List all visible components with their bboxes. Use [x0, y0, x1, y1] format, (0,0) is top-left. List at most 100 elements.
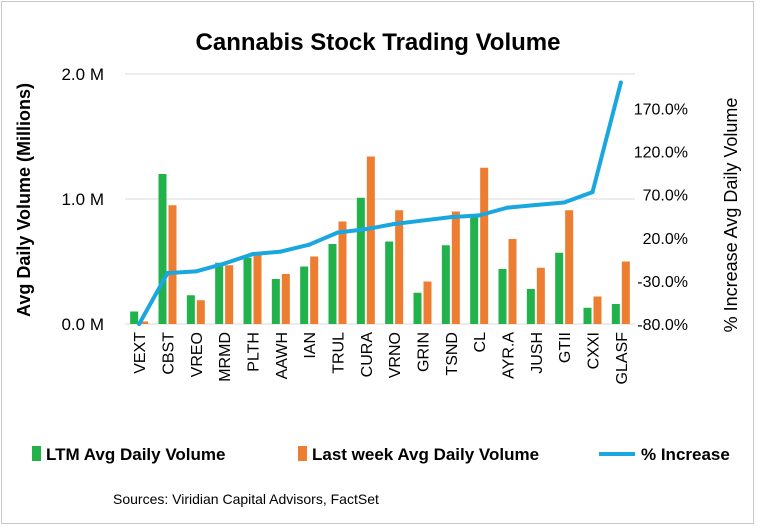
increase-point [392, 222, 397, 226]
legend-label: LTM Avg Daily Volume [46, 445, 225, 464]
bar-last-week [253, 254, 262, 324]
increase-point [222, 261, 227, 266]
right-tick-label: 120.0% [634, 145, 688, 162]
category-label: IAN [302, 332, 319, 359]
bar-ltm [243, 257, 252, 324]
bar-last-week [310, 256, 319, 324]
legend: LTM Avg Daily Volume Last week Avg Daily … [32, 445, 730, 464]
bar-last-week [168, 205, 177, 324]
right-tick-label: 170.0% [634, 101, 688, 118]
bar-ltm [158, 174, 167, 324]
legend-swatch [298, 446, 307, 461]
bar-ltm [555, 252, 564, 324]
category-label: TRUL [331, 332, 348, 374]
increase-point [448, 215, 453, 220]
bar-ltm [526, 289, 535, 324]
category-label: GTII [557, 332, 574, 363]
bar-last-week [395, 210, 404, 324]
bar-last-week [565, 210, 574, 324]
bar-ltm [271, 279, 280, 324]
increase-point [363, 227, 368, 232]
left-tick-label: 0.0 M [61, 315, 104, 334]
category-label: AAWH [274, 332, 291, 379]
x-axis-ticks: VEXT CBST VREO MRMD PLTH AAWH IAN TRUL CURA VRNO G… [132, 332, 631, 385]
increase-point [505, 205, 510, 210]
bar-ltm [328, 244, 337, 324]
category-label: JUSH [529, 332, 546, 374]
bar-last-week [366, 156, 375, 324]
chart-title: Cannabis Stock Trading Volume [196, 29, 561, 56]
bar-ltm [583, 307, 592, 324]
left-tick-label: 2.0 M [61, 65, 104, 84]
increase-point [533, 203, 538, 208]
bar-last-week [536, 267, 545, 324]
increase-point [562, 200, 567, 205]
right-tick-label: -80.0% [637, 317, 688, 334]
category-label: MRMD [217, 332, 234, 382]
category-label: PLTH [246, 332, 263, 372]
bar-ltm [441, 245, 450, 324]
bar-ltm [413, 292, 422, 324]
legend-label: % Increase [641, 445, 730, 464]
category-label: VEXT [132, 332, 149, 374]
increase-point [590, 190, 595, 195]
left-tick-label: 1.0 M [61, 190, 104, 209]
bar-ltm [611, 304, 620, 324]
right-axis-ticks: -80.0% -30.0% 20.0% 70.0% 120.0% 170.0% [634, 101, 688, 334]
bars [130, 156, 630, 324]
bar-last-week [451, 211, 460, 324]
source-note: Sources: Viridian Capital Advisors, Fact… [113, 491, 379, 507]
increase-line [137, 80, 623, 326]
bar-last-week [480, 167, 489, 324]
category-label: AYR.A [501, 332, 518, 379]
category-label: CXXI [586, 332, 603, 369]
bar-ltm [186, 295, 195, 324]
category-label: CURA [359, 332, 376, 378]
bar-last-week [423, 281, 432, 324]
bar-last-week [196, 300, 205, 324]
gridlines [125, 73, 635, 325]
bar-last-week [508, 239, 517, 324]
right-tick-label: -30.0% [637, 274, 688, 291]
increase-point [307, 242, 312, 247]
category-label: GLASF [614, 332, 631, 385]
category-label: GRIN [416, 332, 433, 372]
increase-point [278, 249, 283, 254]
y-axis-label: Avg Daily Volume (Millions) [14, 83, 34, 317]
bar-last-week [140, 321, 149, 324]
bar-ltm [498, 269, 507, 324]
increase-point [165, 271, 170, 276]
legend-item: % Increase [599, 445, 730, 464]
bar-last-week [593, 296, 602, 324]
left-axis-ticks: 0.0 M 1.0 M 2.0 M [61, 65, 104, 334]
increase-point [335, 230, 340, 235]
increase-point [250, 252, 255, 257]
bar-last-week [621, 261, 630, 324]
y2-axis-label: % Increase Avg Daily Volume [721, 98, 741, 333]
increase-point [137, 322, 142, 326]
bar-ltm [356, 197, 365, 324]
legend-item: Last week Avg Daily Volume [298, 445, 539, 464]
right-tick-label: 20.0% [643, 231, 688, 248]
increase-point [618, 80, 623, 85]
bar-ltm [300, 266, 309, 324]
bar-ltm [130, 311, 139, 324]
legend-item: LTM Avg Daily Volume [32, 445, 225, 464]
category-label: VRNO [387, 332, 404, 378]
right-tick-label: 70.0% [643, 188, 688, 205]
bar-last-week [338, 221, 347, 324]
increase-point [193, 269, 198, 274]
increase-point [420, 218, 425, 223]
bar-last-week [225, 265, 234, 324]
legend-swatch [32, 446, 41, 461]
bar-ltm [470, 215, 479, 324]
category-label: VREO [189, 332, 206, 377]
bar-last-week [281, 274, 290, 324]
bar-ltm [385, 241, 394, 324]
category-label: TSND [444, 332, 461, 376]
increase-point [477, 213, 482, 218]
category-label: CL [472, 332, 489, 353]
increase-line-path [137, 80, 623, 326]
